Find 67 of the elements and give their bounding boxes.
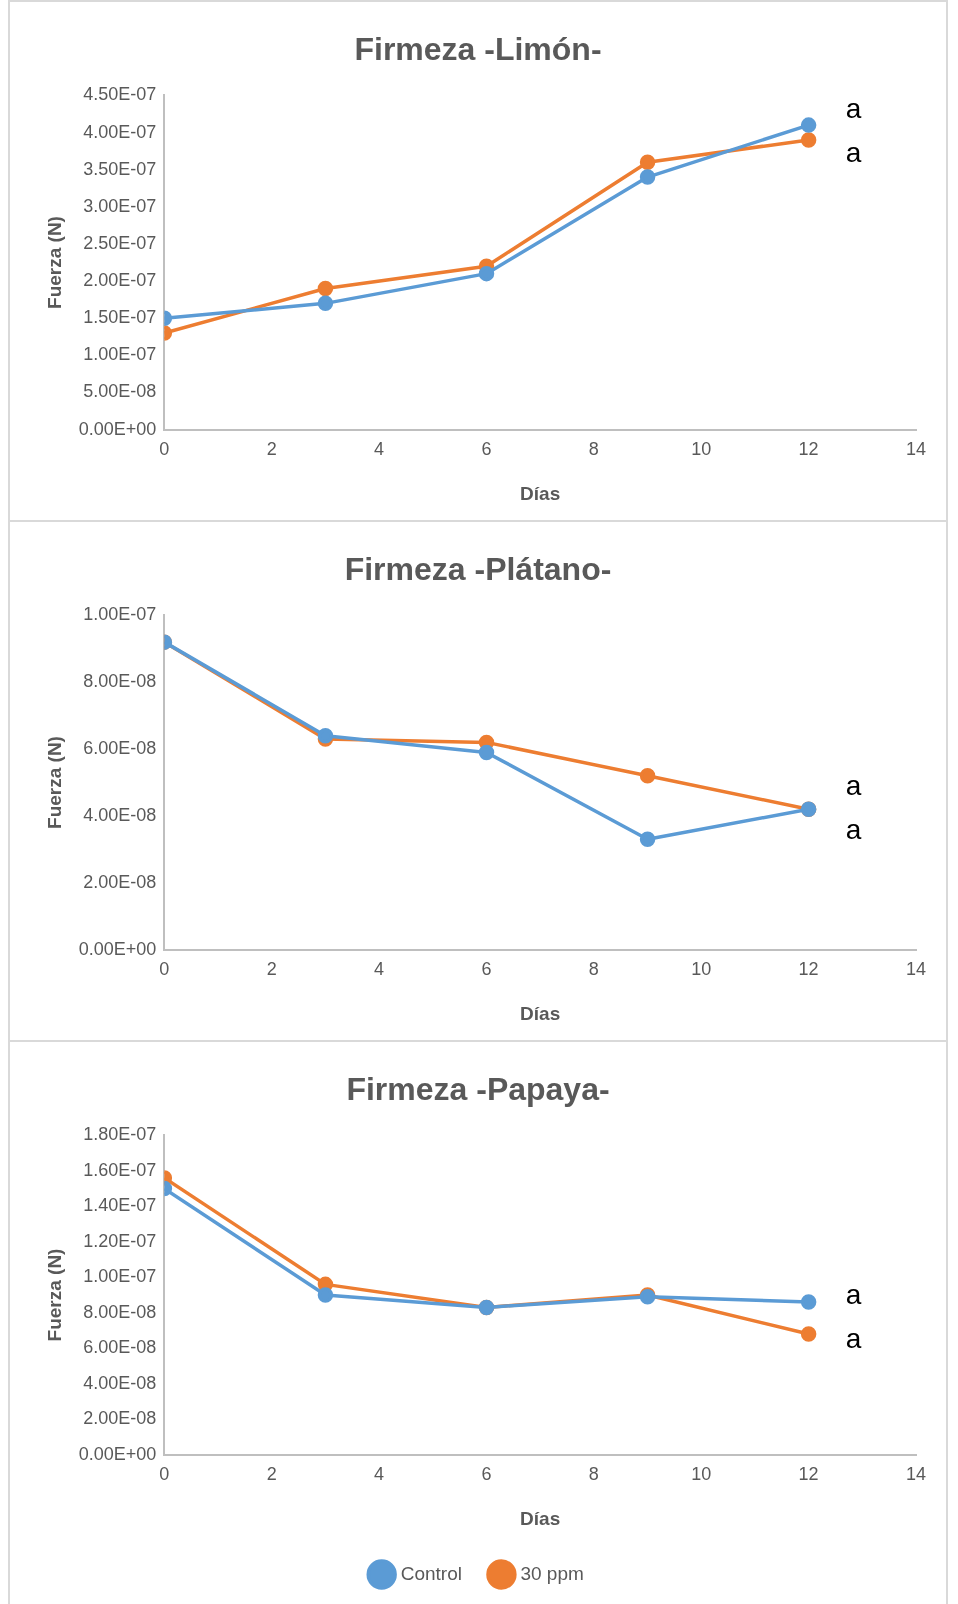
chart-title: Firmeza -Papaya-: [346, 1071, 610, 1108]
y-tick-label: 4.00E-08: [83, 1372, 157, 1393]
x-tick-label: 2: [266, 959, 277, 980]
x-tick-label: 4: [374, 959, 385, 980]
x-tick-label: 0: [159, 1464, 170, 1485]
y-tick-label: 1.80E-07: [83, 1124, 157, 1145]
y-tick-label: 8.00E-08: [83, 1301, 157, 1322]
x-tick-label: 10: [691, 959, 712, 980]
x-tick-label: 8: [588, 959, 599, 980]
x-tick-label: 8: [588, 439, 599, 460]
y-axis-title: Fuerza (N): [43, 216, 65, 309]
y-tick-label: 4.50E-07: [83, 84, 157, 105]
x-axis-title: Días: [520, 482, 561, 504]
legend-label: Control: [400, 1562, 462, 1584]
y-axis-title: Fuerza (N): [43, 1248, 65, 1342]
y-tick-label: 1.00E-07: [83, 344, 157, 365]
legend-label: 30 ppm: [520, 1562, 584, 1584]
x-tick-label: 14: [905, 1464, 927, 1485]
x-tick-label: 4: [374, 1464, 385, 1485]
x-tick-label: 12: [798, 1464, 819, 1485]
y-tick-label: 1.00E-07: [83, 604, 157, 625]
x-tick-label: 14: [905, 959, 927, 980]
x-tick-label: 10: [691, 1464, 712, 1485]
y-tick-label: 6.00E-08: [83, 1337, 157, 1358]
chart-title: Firmeza -Plátano-: [344, 551, 612, 588]
y-tick-label: 4.00E-08: [83, 804, 157, 825]
x-tick-label: 8: [588, 1464, 599, 1485]
x-axis-title: Días: [520, 1507, 561, 1529]
annotation: a: [845, 769, 862, 801]
x-tick-label: 2: [266, 1464, 277, 1485]
y-tick-label: 0.00E+00: [78, 418, 157, 439]
y-tick-label: 1.50E-07: [83, 307, 157, 328]
y-tick-label: 8.00E-08: [83, 671, 157, 692]
y-tick-label: 2.00E-08: [83, 871, 157, 892]
chart-title: Firmeza -Limón-: [354, 31, 602, 68]
y-tick-label: 4.00E-07: [83, 121, 157, 142]
y-tick-label: 1.00E-07: [83, 1266, 157, 1287]
y-tick-label: 0.00E+00: [78, 938, 157, 959]
y-tick-label: 2.00E-07: [83, 270, 157, 291]
annotation: a: [845, 813, 862, 845]
annotation: a: [845, 1322, 862, 1354]
x-tick-label: 12: [798, 959, 819, 980]
annotation: a: [845, 93, 862, 125]
y-tick-label: 3.50E-07: [83, 158, 157, 179]
x-tick-label: 4: [374, 439, 385, 460]
y-tick-label: 2.50E-07: [83, 232, 157, 253]
y-tick-label: 1.40E-07: [83, 1195, 157, 1216]
y-tick-label: 0.00E+00: [78, 1443, 157, 1464]
annotation: a: [845, 1278, 862, 1310]
y-tick-label: 1.60E-07: [83, 1159, 157, 1180]
x-tick-label: 2: [266, 439, 277, 460]
x-tick-label: 10: [691, 439, 712, 460]
x-tick-label: 0: [159, 959, 170, 980]
y-tick-label: 5.00E-08: [83, 381, 157, 402]
y-axis-title: Fuerza (N): [43, 736, 65, 829]
x-tick-label: 6: [481, 439, 492, 460]
x-tick-label: 12: [798, 439, 819, 460]
x-tick-label: 6: [481, 959, 492, 980]
y-tick-label: 3.00E-07: [83, 195, 157, 216]
x-tick-label: 14: [905, 439, 927, 460]
y-tick-label: 6.00E-08: [83, 738, 157, 759]
x-tick-label: 0: [159, 439, 170, 460]
x-axis-title: Días: [520, 1002, 561, 1024]
annotation: a: [845, 137, 862, 169]
x-tick-label: 6: [481, 1464, 492, 1485]
y-tick-label: 2.00E-08: [83, 1408, 157, 1429]
y-tick-label: 1.20E-07: [83, 1230, 157, 1251]
